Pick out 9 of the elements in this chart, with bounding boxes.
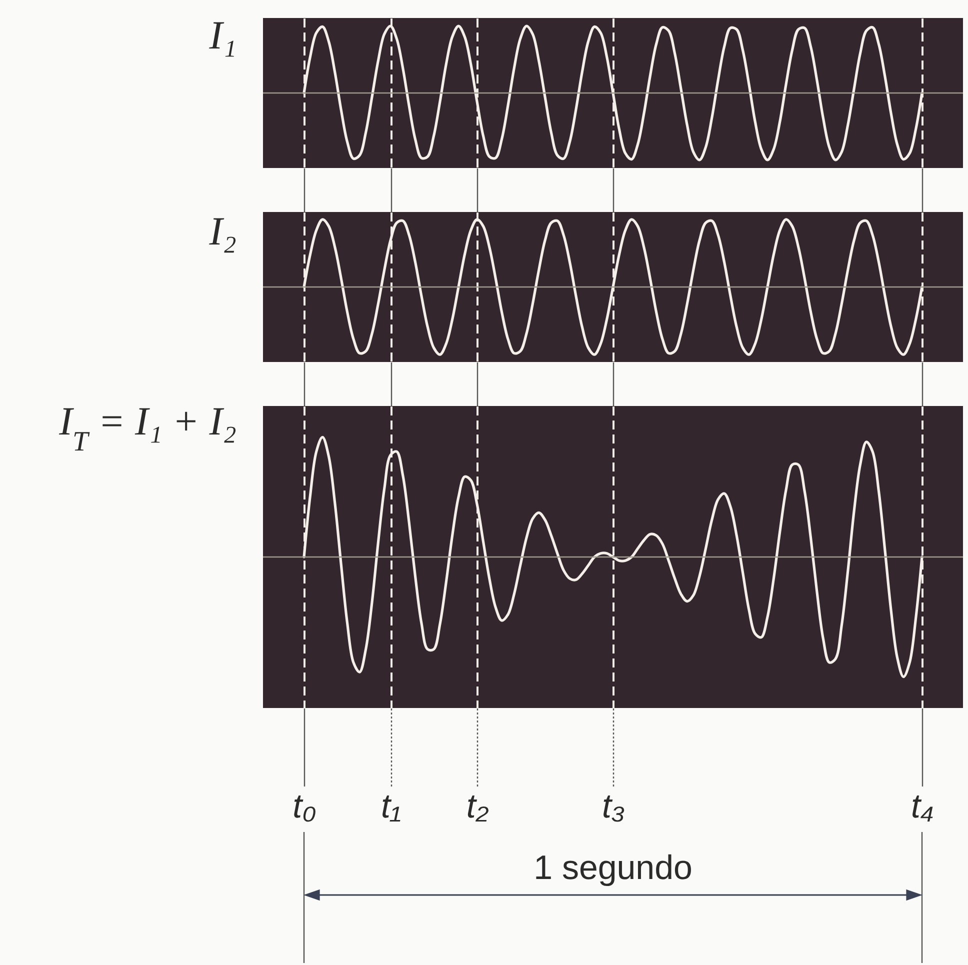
text: 1 segundo [534, 849, 692, 887]
y-axis-title: I$_{T}$ = I₁ + I₂ [58, 398, 236, 457]
x-tick-label: t₁ [380, 788, 402, 826]
x-tick-label: t₄ [910, 788, 934, 826]
y-axis-title: I₂ [208, 208, 236, 254]
x-tick-label: t₂ [466, 788, 489, 826]
x-tick-label: t₃ [602, 788, 625, 826]
x-tick-label: t₀ [292, 788, 316, 826]
y-axis-title: I₁ [208, 12, 236, 58]
